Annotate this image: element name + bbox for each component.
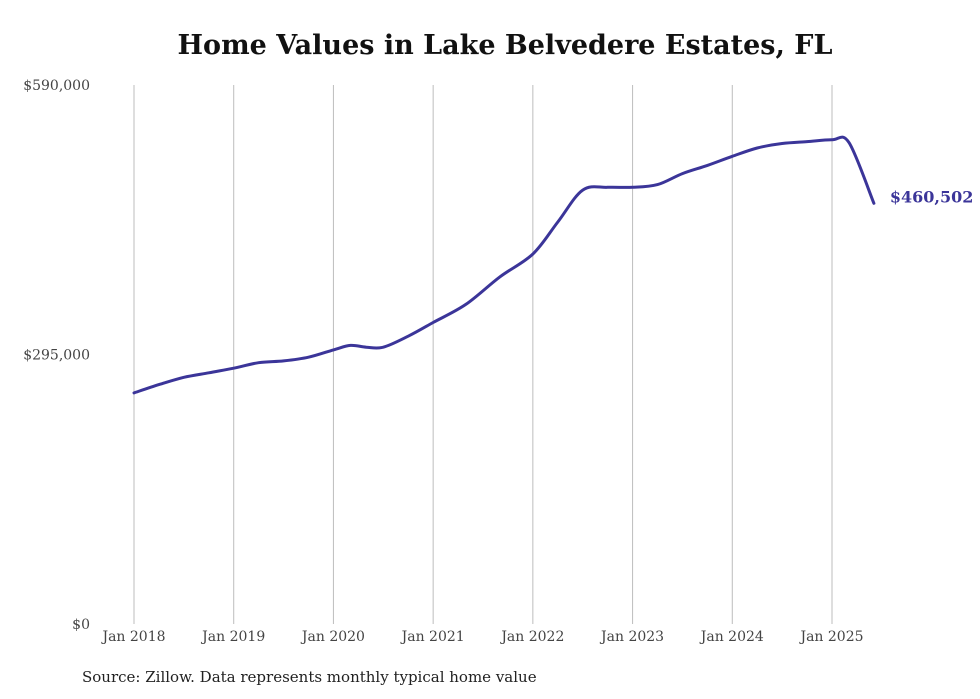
x-tick-label: Jan 2020 bbox=[300, 629, 365, 645]
end-value-label: $460,502 bbox=[890, 187, 974, 206]
chart-title: Home Values in Lake Belvedere Estates, F… bbox=[177, 30, 833, 61]
y-tick-label: $590,000 bbox=[23, 78, 90, 94]
y-tick-label: $0 bbox=[72, 617, 90, 633]
x-tick-label: Jan 2021 bbox=[400, 629, 465, 645]
x-tick-label: Jan 2018 bbox=[100, 629, 165, 645]
x-tick-label: Jan 2019 bbox=[200, 629, 265, 645]
x-tick-label: Jan 2022 bbox=[499, 629, 564, 645]
x-tick-label: Jan 2024 bbox=[699, 629, 764, 645]
y-tick-label: $295,000 bbox=[23, 348, 90, 364]
source-note: Source: Zillow. Data represents monthly … bbox=[82, 668, 537, 686]
x-tick-label: Jan 2023 bbox=[599, 629, 664, 645]
x-tick-label: Jan 2025 bbox=[798, 629, 863, 645]
series-line bbox=[132, 135, 876, 395]
